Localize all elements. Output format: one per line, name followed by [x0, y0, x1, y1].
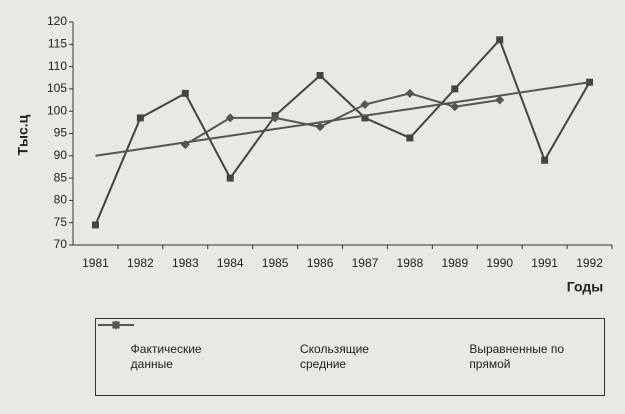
data-point [226, 174, 234, 182]
data-point [405, 88, 415, 98]
series-line [95, 81, 590, 157]
y-tick-label: 100 [47, 103, 67, 117]
x-tick-label: 1989 [441, 256, 468, 270]
data-point [270, 113, 280, 123]
data-point [450, 102, 460, 112]
legend-label: Выравненные по прямой [469, 342, 565, 371]
x-tick-label: 1992 [576, 256, 603, 270]
legend-item: Выравненные по прямой [98, 324, 569, 372]
x-tick-label: 1983 [172, 256, 199, 270]
x-tick-label: 1991 [531, 256, 558, 270]
data-point [360, 100, 370, 110]
series-line [184, 92, 500, 146]
x-axis-label: Годы [567, 279, 603, 295]
data-point [451, 85, 459, 93]
x-tick-label: 1981 [82, 256, 109, 270]
y-axis-label: Тыс.ц [15, 114, 31, 155]
y-tick-label: 95 [54, 126, 68, 140]
x-tick-label: 1982 [127, 256, 154, 270]
x-tick-label: 1986 [307, 256, 334, 270]
data-point [541, 156, 549, 164]
x-tick-label: 1990 [486, 256, 513, 270]
legend-label: Скользящие средние [299, 342, 369, 371]
y-tick-label: 75 [54, 215, 68, 229]
data-point [361, 114, 369, 122]
data-point [136, 114, 144, 122]
legend-item: Скользящие средние [98, 320, 400, 372]
y-tick-label: 90 [54, 148, 68, 162]
y-tick-label: 70 [54, 237, 68, 251]
y-tick-label: 85 [54, 170, 68, 184]
y-tick-label: 110 [48, 59, 67, 73]
x-tick-label: 1985 [262, 256, 289, 270]
data-point [496, 36, 504, 44]
data-point [495, 95, 505, 105]
legend-item: Фактические данные [98, 321, 231, 372]
x-tick-label: 1988 [397, 256, 424, 270]
data-point [91, 221, 99, 229]
series-line [94, 37, 591, 226]
data-point [225, 113, 235, 123]
y-tick-label: 120 [47, 14, 67, 28]
legend-swatch [98, 324, 134, 326]
x-tick-label: 1984 [217, 256, 244, 270]
data-point [316, 72, 324, 80]
x-tick-label: 1987 [352, 256, 379, 270]
data-point [315, 122, 325, 132]
y-tick-label: 105 [47, 81, 67, 95]
data-point [181, 89, 189, 97]
legend: Фактические данные Скользящие средние Выра… [95, 318, 605, 396]
legend-label: Фактические данные [130, 342, 202, 371]
y-tick-label: 80 [54, 193, 68, 207]
data-point [406, 134, 414, 142]
y-tick-label: 115 [48, 36, 67, 50]
